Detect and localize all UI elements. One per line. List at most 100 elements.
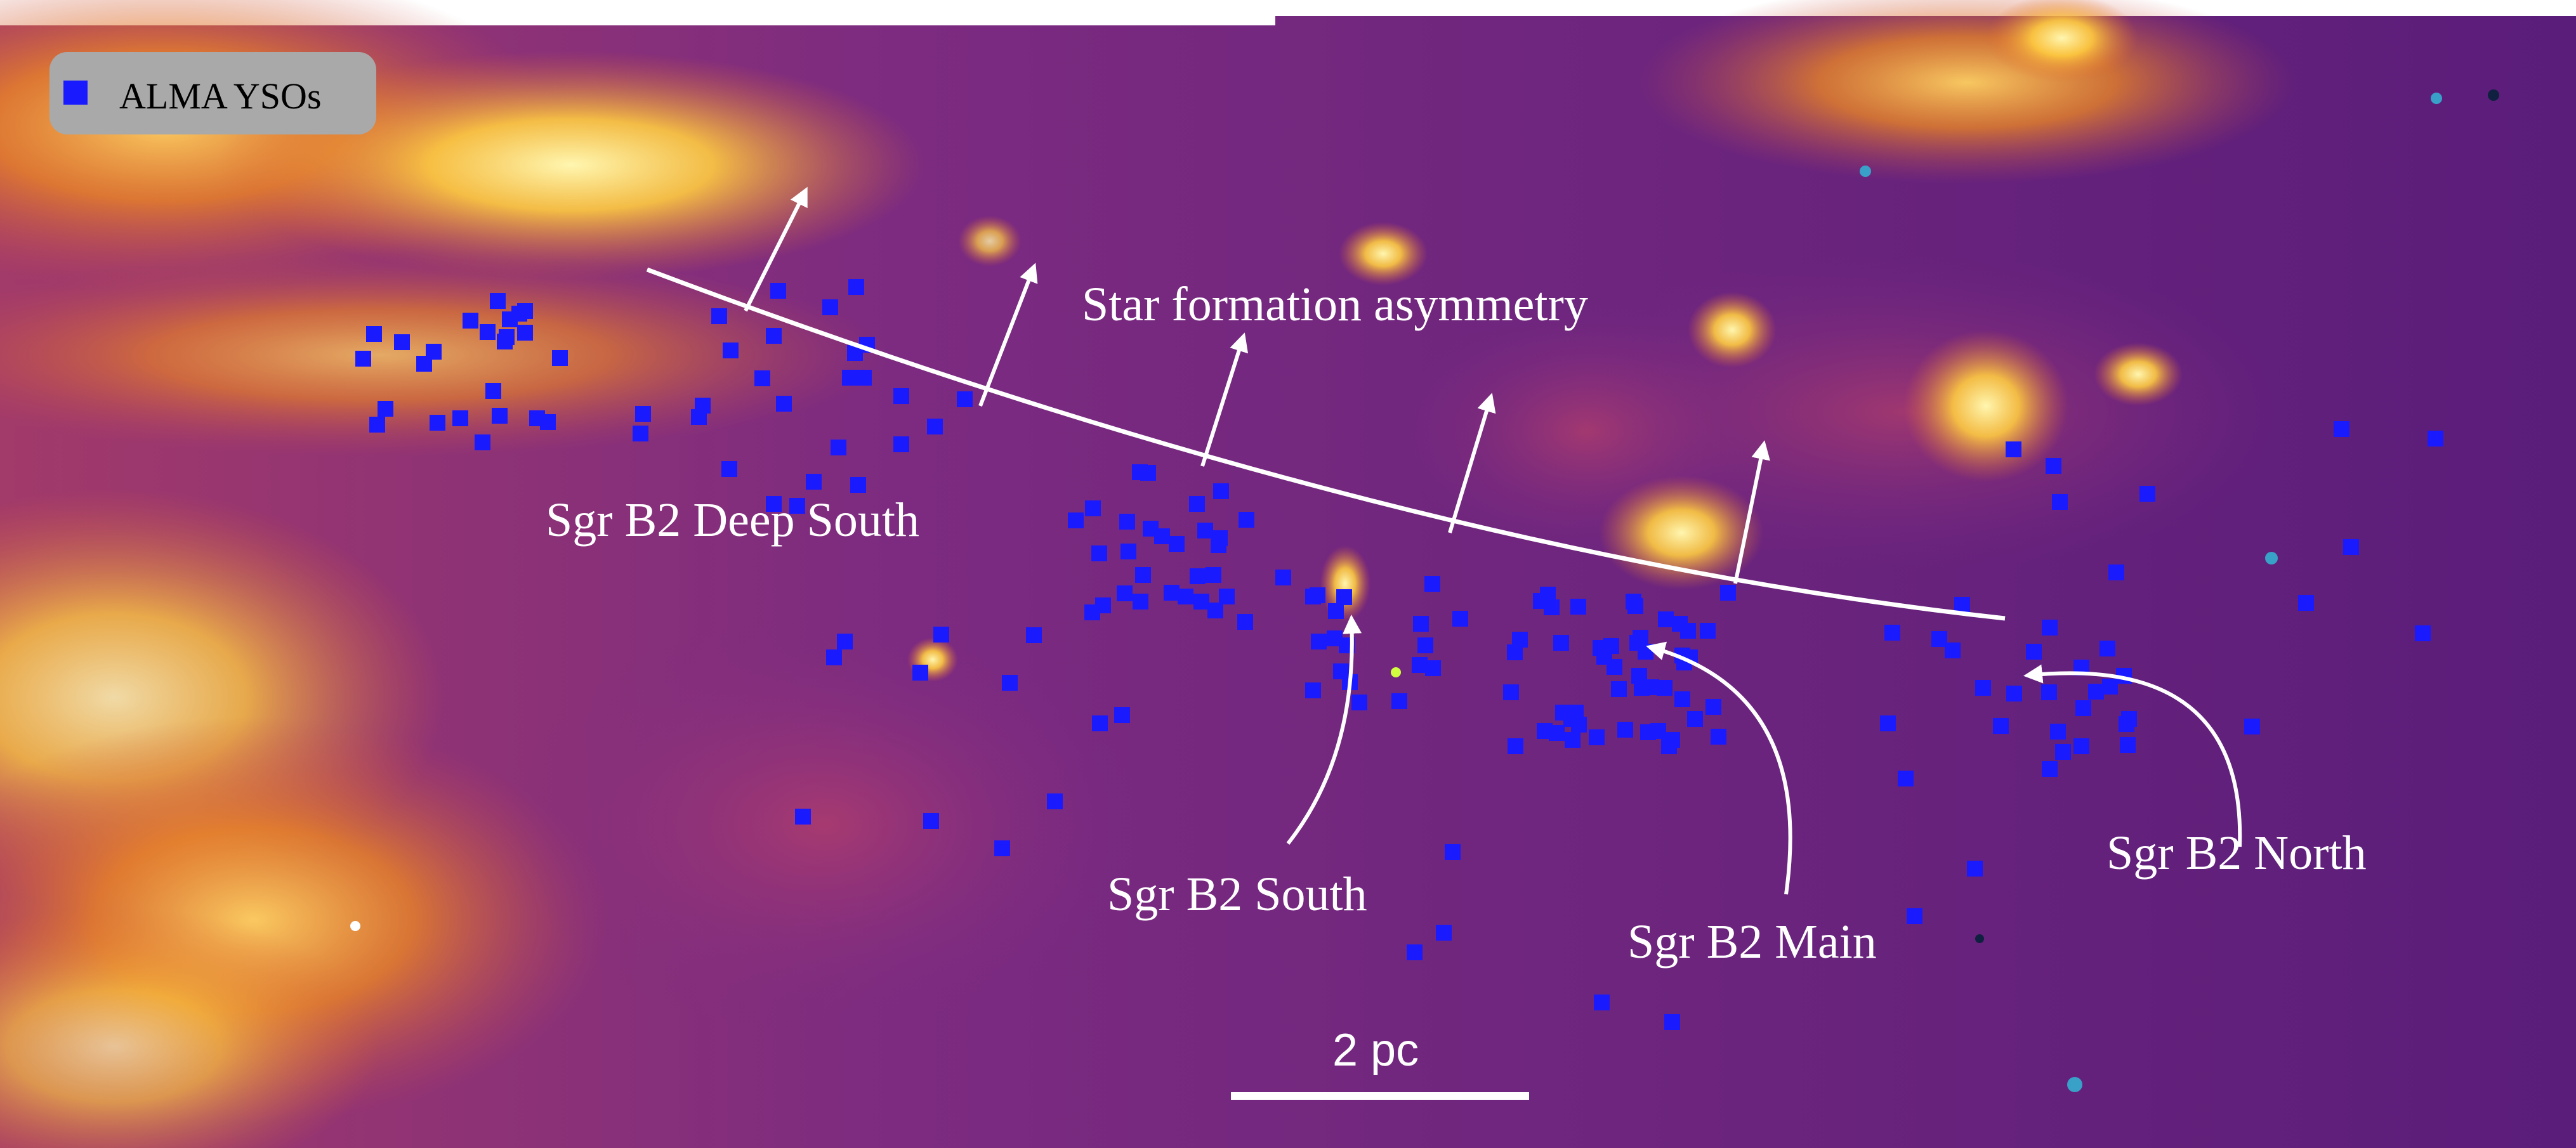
yso-marker: [1898, 771, 1914, 786]
yso-marker: [2050, 724, 2066, 740]
yso-marker: [475, 434, 490, 450]
yso-marker: [2042, 761, 2058, 777]
yso-marker: [1993, 718, 2009, 734]
yso-marker: [2088, 684, 2104, 700]
yso-marker: [1193, 594, 1209, 610]
yso-marker: [1967, 861, 1983, 877]
yso-marker: [1190, 568, 1206, 584]
yso-marker: [1436, 925, 1452, 941]
legend-yso-marker: [63, 81, 88, 105]
bright-stars: [350, 89, 2499, 1092]
asymmetry-arrow: [1448, 393, 1496, 533]
yso-marker: [1237, 614, 1253, 630]
yso-marker: [923, 813, 939, 829]
yso-marker: [1213, 483, 1229, 499]
yso-marker: [1565, 732, 1580, 748]
asymmetry-arrow: [978, 263, 1038, 407]
yso-marker: [766, 496, 782, 512]
yso-marker: [490, 293, 506, 309]
yso-marker: [776, 396, 792, 412]
yso-marker: [1954, 597, 1970, 613]
yso-marker: [1975, 680, 1991, 696]
yso-marker: [1047, 793, 1063, 809]
yso-marker: [831, 440, 846, 455]
north-pointer-arrow: [2023, 664, 2242, 847]
yso-marker: [850, 477, 866, 493]
yso-marker: [1640, 724, 1656, 740]
yso-marker: [2006, 686, 2022, 701]
yso-marker: [1711, 729, 1726, 745]
yso-marker: [1114, 707, 1130, 723]
asymmetry-arrow: [744, 186, 808, 312]
yso-marker: [2026, 644, 2042, 660]
yso-marker: [1571, 717, 1587, 733]
yso-marker: [766, 328, 782, 344]
asymmetry-arrows: [744, 186, 1770, 584]
yso-marker: [517, 303, 533, 319]
yso-marker: [795, 809, 811, 825]
yso-marker: [1664, 1014, 1680, 1030]
yso-marker: [1143, 521, 1159, 537]
yso-marker: [842, 370, 858, 386]
main-pointer-arrow: [1646, 641, 1792, 895]
yso-marker: [1413, 616, 1429, 632]
north-label: Sgr B2 North: [2106, 826, 2367, 880]
scale-bar-label: 2 pc: [1332, 1025, 1419, 1076]
yso-marker: [893, 388, 909, 404]
yso-marker: [893, 436, 909, 452]
yso-marker: [1212, 530, 1228, 546]
yso-marker: [754, 370, 770, 386]
yso-marker: [822, 299, 838, 315]
yso-marker: [1305, 682, 1321, 698]
yso-marker: [1310, 587, 1325, 603]
yso-marker: [1627, 598, 1643, 614]
yso-marker: [2415, 625, 2431, 641]
yso-marker: [1351, 695, 1367, 710]
yso-marker: [1664, 732, 1680, 748]
yso-marker: [848, 279, 864, 295]
yso-marker: [517, 325, 533, 341]
yso-marker: [957, 391, 973, 407]
yso-marker: [2006, 441, 2021, 457]
yso-marker: [1593, 640, 1608, 656]
yso-marker: [1445, 844, 1461, 860]
yso-marker: [2108, 564, 2124, 580]
yso-marker: [770, 283, 786, 299]
yso-marker: [789, 498, 805, 514]
yso-marker: [633, 426, 648, 441]
yso-marker: [856, 370, 872, 386]
yso-marker: [927, 419, 943, 434]
yso-marker: [1907, 908, 1922, 924]
yso-marker: [1452, 611, 1468, 627]
yso-marker: [2244, 719, 2260, 734]
yso-marker: [480, 324, 496, 340]
yso-marker: [1117, 585, 1133, 601]
yso-marker: [2100, 641, 2115, 656]
yso-marker: [1026, 627, 1042, 643]
yso-marker: [369, 417, 385, 433]
yso-marker: [1549, 725, 1565, 741]
asymmetry-arrow: [1200, 332, 1249, 467]
yso-marker: [2334, 421, 2349, 437]
yso-marker: [806, 474, 822, 490]
scale-bar: 2 pc: [1231, 1025, 1529, 1100]
yso-marker: [994, 840, 1010, 856]
yso-marker: [1120, 544, 1136, 559]
yso-marker: [1553, 635, 1569, 651]
yso-marker: [1631, 668, 1647, 684]
yso-marker: [723, 342, 739, 358]
yso-marker: [1169, 536, 1185, 552]
yso-marker: [2075, 700, 2091, 716]
yso-marker: [1425, 660, 1441, 676]
asymmetry-arrow: [1733, 440, 1770, 584]
yso-marker: [1206, 567, 1221, 583]
legend: ALMA YSOs: [49, 52, 376, 134]
main-label: Sgr B2 Main: [1627, 915, 1877, 969]
yso-marker: [502, 311, 518, 327]
yso-marker: [1091, 545, 1107, 561]
yso-marker: [416, 356, 432, 372]
yso-marker: [1178, 589, 1193, 604]
deep-south-label: Sgr B2 Deep South: [546, 493, 919, 547]
yso-marker: [1412, 657, 1428, 673]
